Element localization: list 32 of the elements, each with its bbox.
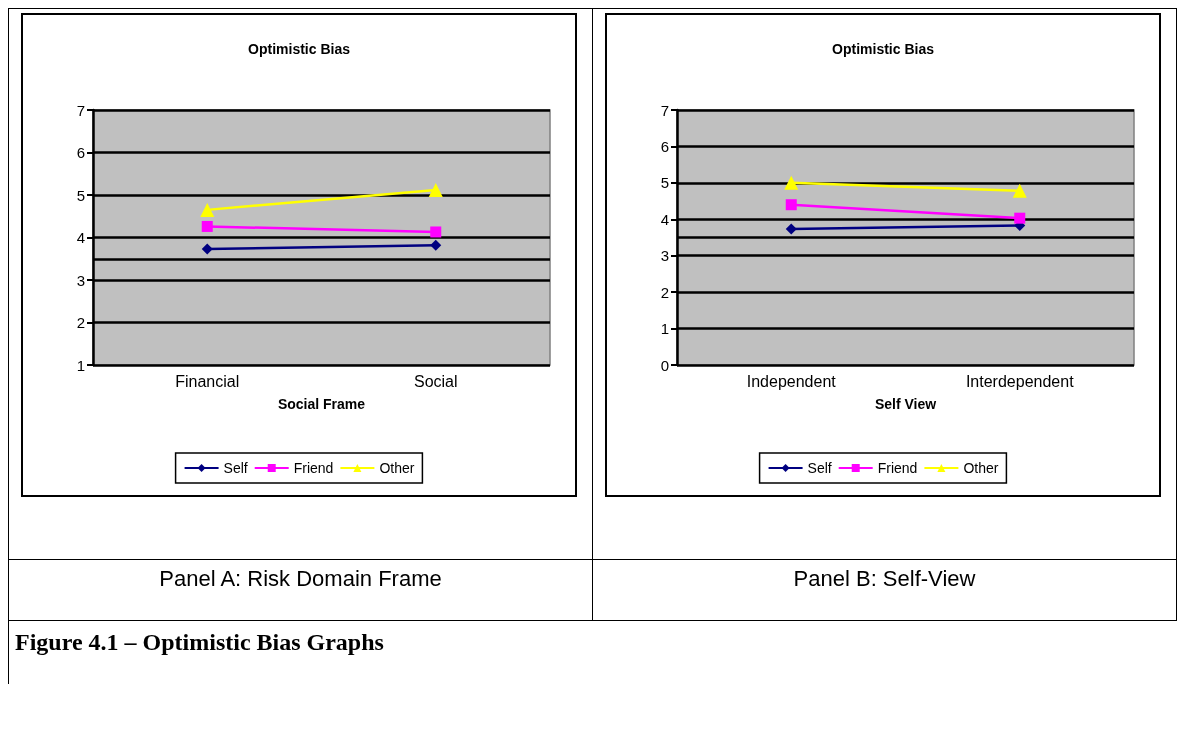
x-tick-label: Social bbox=[413, 372, 458, 390]
y-tick-label: 7 bbox=[76, 101, 85, 119]
x-tick-label: Financial bbox=[175, 372, 240, 390]
x-tick-label: Interdependent bbox=[965, 372, 1075, 390]
chart-title: Optimistic Bias bbox=[248, 41, 351, 57]
y-tick-label: 2 bbox=[660, 283, 669, 301]
legend-label: Self bbox=[223, 460, 248, 476]
x-axis-title: Self View bbox=[874, 396, 937, 412]
legend-label: Other bbox=[963, 460, 999, 476]
y-tick-label: 6 bbox=[660, 137, 669, 155]
legend-label: Self bbox=[807, 460, 832, 476]
y-tick-label: 6 bbox=[76, 144, 85, 161]
y-tick-label: 4 bbox=[660, 210, 669, 228]
legend-label: Friend bbox=[877, 460, 918, 476]
legend-label: Friend bbox=[293, 460, 334, 476]
chart-title: Optimistic Bias bbox=[832, 41, 935, 57]
y-tick-label: 0 bbox=[660, 356, 669, 374]
text: Panel A: Risk Domain Frame bbox=[9, 560, 593, 620]
y-tick-label: 5 bbox=[76, 186, 85, 204]
y-tick-label: 3 bbox=[660, 247, 669, 265]
legend-label: Other bbox=[379, 460, 415, 476]
y-tick-label: 1 bbox=[660, 320, 669, 338]
y-tick-label: 5 bbox=[660, 174, 669, 192]
caption: Figure 4.1 – Optimistic Bias Graphs bbox=[15, 629, 385, 656]
y-tick-label: 2 bbox=[76, 314, 85, 331]
x-axis-title: Social Frame bbox=[277, 396, 366, 412]
y-tick-label: 4 bbox=[76, 229, 85, 246]
y-tick-label: 7 bbox=[660, 101, 669, 119]
text: Panel B: Self-View bbox=[593, 560, 1177, 620]
y-tick-label: 1 bbox=[76, 356, 85, 374]
y-tick-label: 3 bbox=[76, 271, 85, 289]
x-tick-label: Independent bbox=[746, 372, 837, 390]
